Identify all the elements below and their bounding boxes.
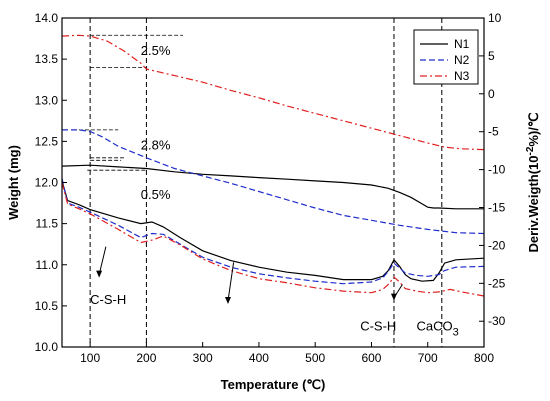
series-line-n3 xyxy=(61,34,485,151)
annotations: 2.5% 2.8% 0.5% C-S-H C-S-H CaCO3 xyxy=(90,43,459,339)
annotation-subscript: 3 xyxy=(453,327,459,339)
series-line-n1 xyxy=(61,164,484,210)
x-tick-label: 700 xyxy=(418,351,438,365)
y-axis-right-title-suffix: %)/℃ xyxy=(526,112,541,146)
y-axis-right-title: Deriv.Weigth(10-2%)/℃ xyxy=(525,112,541,252)
x-tick-label: 500 xyxy=(305,351,325,365)
y-left-tick-label: 11.0 xyxy=(36,258,59,272)
series-line-n3-dtg xyxy=(61,182,485,297)
y-right-tick-label: -5 xyxy=(488,125,499,139)
x-tick-label: 300 xyxy=(193,351,213,365)
annotation-arrowhead xyxy=(96,270,103,278)
y-axis-right-title-prefix: Deriv.Weigth(10 xyxy=(526,155,541,252)
y-right-tick-label: -20 xyxy=(488,238,506,252)
legend-label-n3: N3 xyxy=(454,69,470,83)
y-right-tick-label: -10 xyxy=(488,163,506,177)
y-right-tick-label: -15 xyxy=(488,201,506,215)
y-left-tick-label: 13.5 xyxy=(35,52,59,66)
y-left-tick-label: 13.0 xyxy=(35,93,59,107)
y-right-tick-label: 5 xyxy=(488,49,495,63)
guide-lines xyxy=(78,18,443,347)
annotation-pointer-line xyxy=(98,246,107,275)
y-left-tick-label: 14.0 xyxy=(35,11,59,25)
annotation-label: 0.5% xyxy=(141,187,171,202)
annotation-label: C-S-H xyxy=(360,319,396,334)
legend-label-n2: N2 xyxy=(454,53,470,67)
x-tick-label: 600 xyxy=(361,351,381,365)
y-left-tick-label: 11.5 xyxy=(36,217,59,231)
annotation-arrowhead xyxy=(224,296,231,304)
ticks-layer: 100 200 300 400 500 600 700 80010.010.511.011.5… xyxy=(35,11,506,365)
annotation-label: CaCO3 xyxy=(416,319,458,339)
y-axis-left-title: Weight (mg) xyxy=(6,145,21,220)
annotation-arrowhead xyxy=(390,293,397,301)
x-tick-label: 100 xyxy=(80,351,100,365)
y-left-tick-label: 10.5 xyxy=(35,299,59,313)
y-left-tick-label: 12.0 xyxy=(35,176,59,190)
series-layer xyxy=(61,34,485,297)
series-line-n2-dtg xyxy=(61,178,485,285)
y-right-tick-label: -25 xyxy=(488,276,506,290)
x-tick-label: 800 xyxy=(474,351,494,365)
x-tick-label: 400 xyxy=(249,351,269,365)
legend: N1 N2 N3 xyxy=(413,29,479,85)
x-tick-label: 200 xyxy=(136,351,156,365)
series-line-n1-dtg xyxy=(61,180,485,282)
y-right-tick-label: 10 xyxy=(488,11,502,25)
x-axis-title: Temperature (℃) xyxy=(221,377,326,392)
annotation-label: 2.5% xyxy=(141,43,171,58)
annotation-pointer-line xyxy=(227,262,235,302)
annotation-label: 2.8% xyxy=(141,138,171,153)
annotation-label: C-S-H xyxy=(90,292,126,307)
legend-label-n1: N1 xyxy=(454,37,470,51)
series-line-n2 xyxy=(62,129,485,235)
y-left-tick-label: 10.0 xyxy=(35,340,59,354)
legend-box xyxy=(413,29,479,85)
y-right-tick-label: 0 xyxy=(488,87,495,101)
y-left-tick-label: 12.5 xyxy=(35,134,59,148)
y-axis-right-title-sup: -2 xyxy=(525,146,536,155)
y-right-tick-label: -30 xyxy=(488,314,506,328)
